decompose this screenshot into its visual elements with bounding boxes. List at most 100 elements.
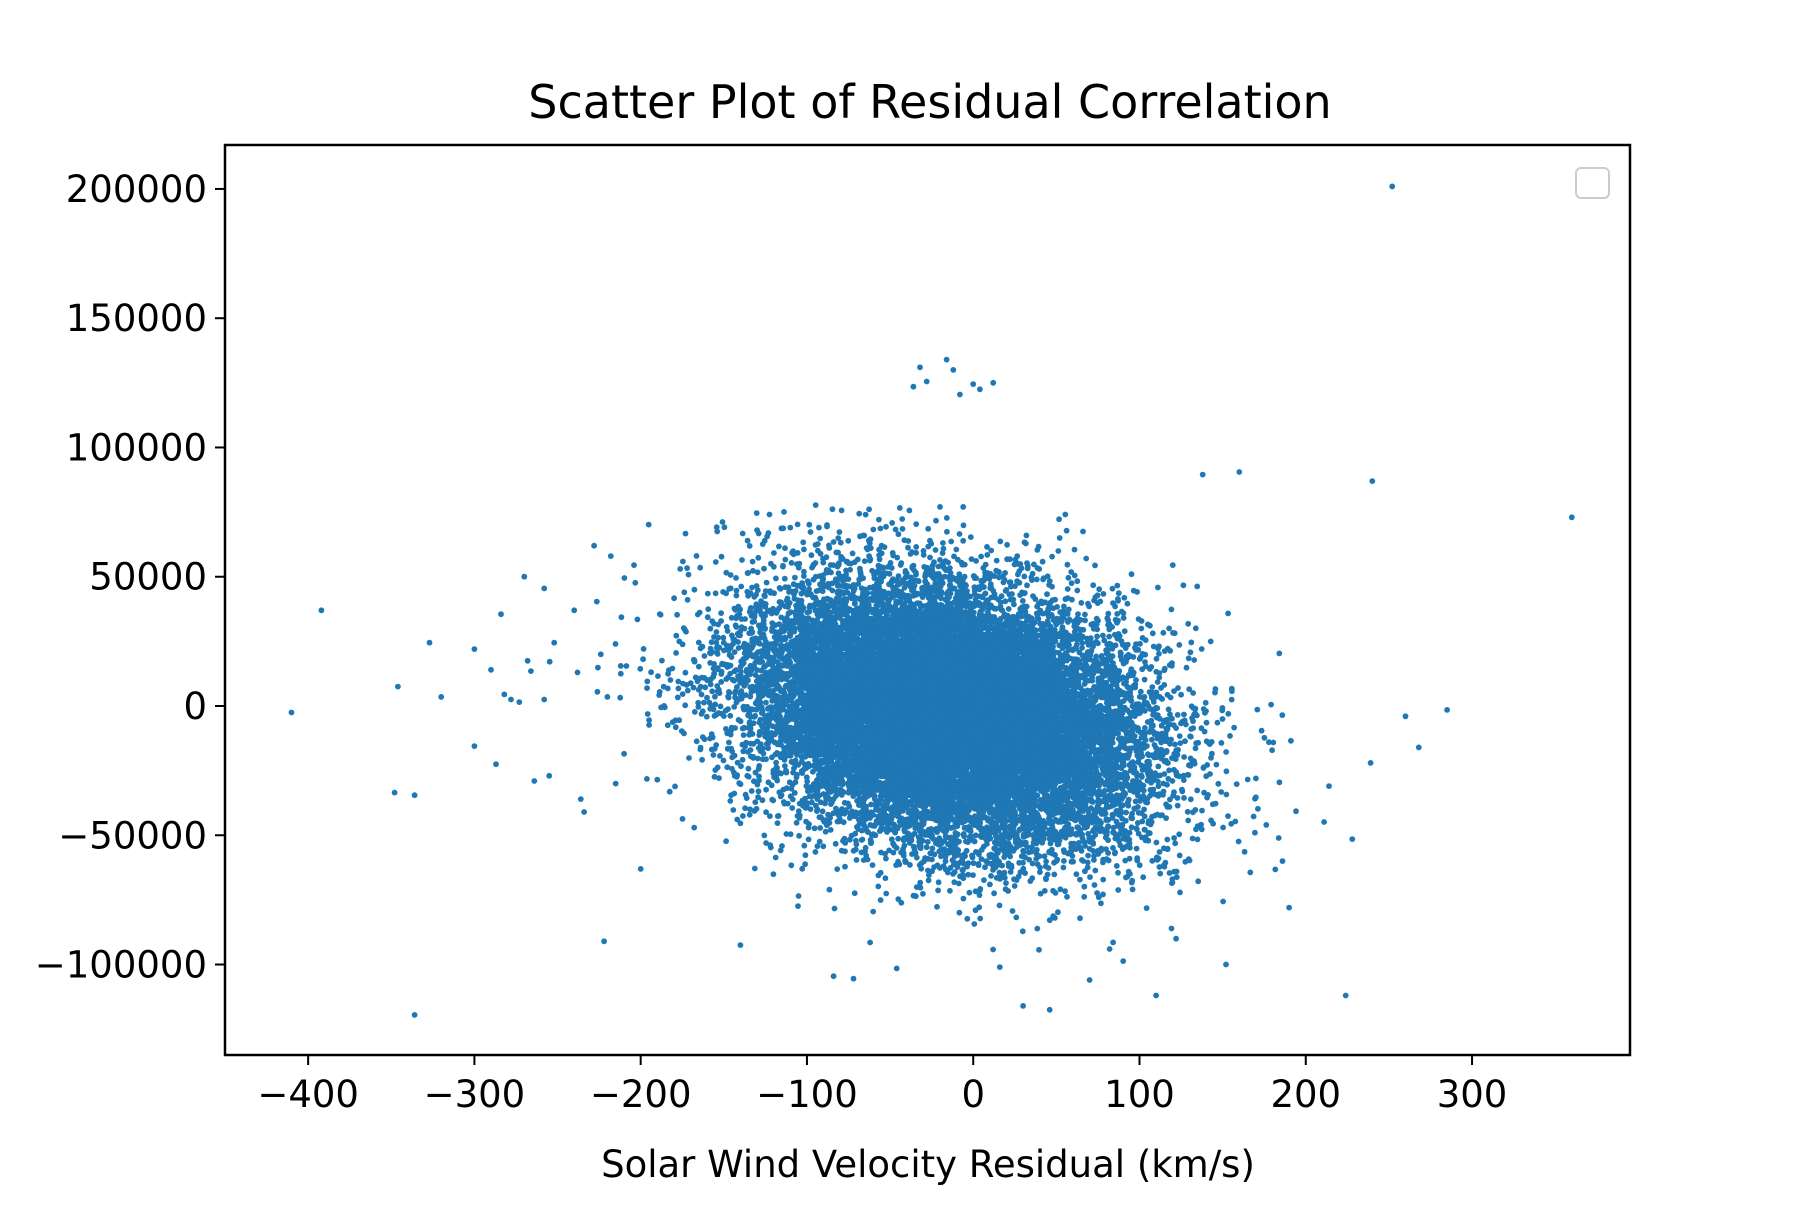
scatter-point [551,639,558,646]
scatter-point [739,557,745,563]
scatter-point [726,739,732,746]
scatter-point [597,651,604,658]
scatter-point [1228,696,1235,703]
scatter-point [893,965,900,972]
scatter-point [1173,868,1180,875]
scatter-point [1223,961,1229,968]
scatter-point [796,832,802,839]
scatter-point [1389,183,1396,190]
scatter-point [508,696,514,703]
scatter-point [1002,588,1009,594]
scatter-point [1046,1006,1053,1013]
scatter-point [909,549,915,555]
scatter-point [738,763,744,770]
scatter-point [794,521,801,528]
scatter-point [645,521,652,528]
scatter-point [1253,775,1259,782]
scatter-point [853,857,860,863]
scatter-point [812,849,819,855]
scatter-point [711,745,718,752]
scatter-point [1184,808,1191,815]
scatter-point [876,516,882,523]
scatter-point [1144,777,1151,784]
scatter-point [1199,807,1205,814]
scatter-point [471,743,478,749]
scatter-point [674,694,681,701]
scatter-point [967,534,974,540]
scatter-point [632,579,639,586]
scatter-point [749,558,756,565]
scatter-point [471,646,478,652]
scatter-point [1198,725,1205,732]
scatter-point [1178,691,1184,698]
scatter-point [978,553,984,560]
scatter-point [1063,527,1070,534]
scatter-point [1024,582,1030,589]
scatter-point [318,607,325,614]
scatter-point [1225,710,1232,717]
scatter-point [1056,535,1063,541]
scatter-point [1167,796,1173,803]
scatter-point [1241,848,1248,855]
scatter-point [723,838,729,845]
scatter-point [1092,867,1099,874]
scatter-point [1065,574,1072,581]
scatter-point [395,683,401,690]
scatter-point [656,611,663,617]
scatter-point [1098,900,1104,907]
scatter-point [571,607,578,614]
scatter-point [631,562,637,568]
scatter-point [742,805,748,812]
scatter-point [727,712,734,719]
scatter-point [782,556,789,563]
scatter-point [755,530,762,537]
scatter-point [438,694,445,700]
scatter-point [1133,845,1140,852]
scatter-point [679,691,686,697]
scatter-point [850,975,857,982]
scatter-point [637,866,644,872]
scatter-point [1254,706,1261,713]
scatter-point [644,678,651,685]
scatter-point [917,364,923,371]
scatter-point [693,553,700,559]
scatter-point [801,573,807,579]
scatter-point [714,528,721,535]
scatter-point [1367,760,1374,766]
scatter-point [996,964,1003,970]
scatter-point [977,386,983,393]
scatter-point [748,788,755,794]
scatter-point [1115,887,1122,893]
scatter-point [738,583,745,590]
scatter-point [816,524,822,531]
scatter-point [498,611,504,618]
scatter-point [937,504,943,510]
scatter-point [541,585,548,592]
scatter-point [950,367,957,373]
scatter-point [1135,616,1142,622]
scatter-point [594,688,601,695]
scatter-point [771,550,777,556]
scatter-point [789,805,796,811]
scatter-point [770,797,777,804]
scatter-point [867,939,873,946]
scatter-point [956,909,963,916]
scatter-point [531,778,538,784]
scatter-point [1002,598,1009,605]
scatter-point [1100,632,1106,639]
scatter-point [720,634,727,641]
scatter-point [808,552,815,559]
scatter-point [654,776,661,783]
scatter-point [546,772,553,779]
scatter-point [1415,744,1422,751]
scatter-point [820,843,827,850]
scatter-point [675,685,682,692]
scatter-point [829,506,836,513]
scatter-point [574,669,581,676]
scatter-point [1199,471,1206,478]
scatter-point [581,809,587,815]
scatter-point [1568,514,1575,521]
scatter-point [1050,887,1056,894]
scatter-point [1077,915,1083,922]
